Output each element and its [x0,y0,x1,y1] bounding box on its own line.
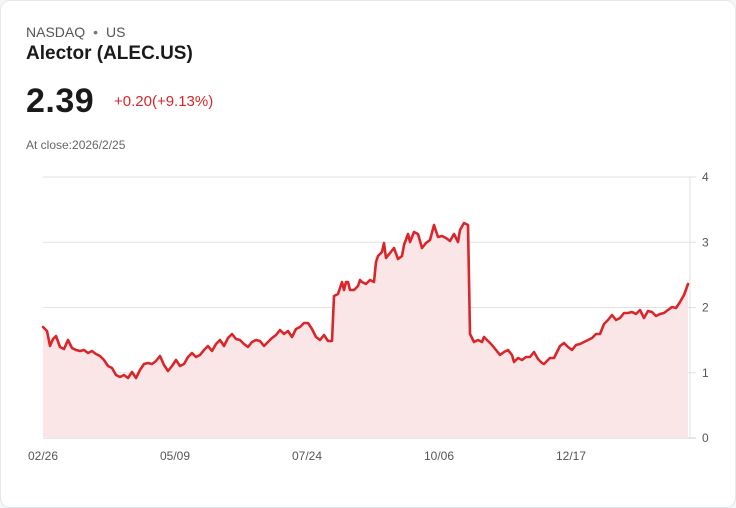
y-tick-label: 4 [702,170,709,184]
price-change: +0.20(+9.13%) [114,93,214,110]
x-axis: 02/26 05/09 07/24 10/06 12/17 [28,449,586,463]
y-tick-label: 0 [702,431,709,445]
y-tick-label: 2 [702,301,709,315]
price-area-fill [43,223,688,438]
close-date: At close:2026/2/25 [26,138,126,152]
separator-dot: • [93,24,99,40]
price-line [41,221,690,380]
y-tick-label: 1 [702,366,709,380]
exchange-name: NASDAQ [26,24,86,40]
stock-title: Alector (ALEC.US) [26,43,193,64]
current-price: 2.39 [26,82,95,120]
y-axis: 0 1 2 3 4 [702,170,709,445]
x-tick-label: 05/09 [160,449,190,463]
exchange-line: NASDAQ • US [26,24,125,40]
country: US [106,24,126,40]
x-tick-label: 02/26 [28,449,58,463]
x-tick-label: 12/17 [556,449,586,463]
y-tick-label: 3 [702,235,709,249]
x-tick-label: 07/24 [292,449,322,463]
x-tick-label: 10/06 [424,449,454,463]
